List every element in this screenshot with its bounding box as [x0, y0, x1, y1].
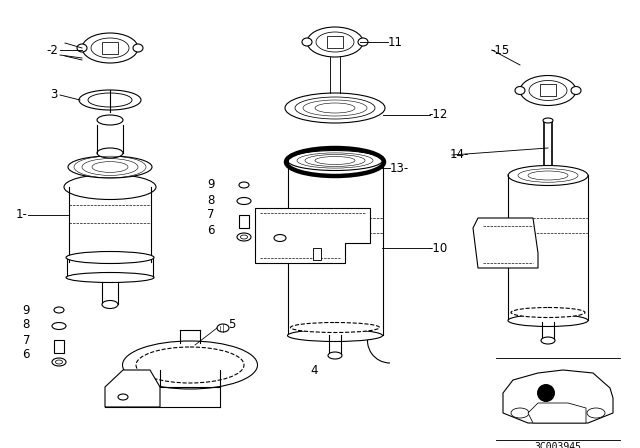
- Ellipse shape: [66, 251, 154, 263]
- Ellipse shape: [541, 337, 555, 344]
- Ellipse shape: [82, 33, 138, 63]
- Ellipse shape: [307, 27, 363, 57]
- Bar: [540, 85, 556, 96]
- Ellipse shape: [571, 86, 581, 95]
- Ellipse shape: [122, 341, 257, 389]
- Text: 6: 6: [22, 349, 30, 362]
- Ellipse shape: [91, 38, 129, 58]
- Ellipse shape: [287, 151, 383, 171]
- Ellipse shape: [66, 272, 154, 283]
- Ellipse shape: [291, 323, 380, 332]
- Text: 7: 7: [207, 208, 215, 221]
- Ellipse shape: [241, 235, 248, 239]
- Ellipse shape: [77, 44, 87, 52]
- Ellipse shape: [97, 115, 123, 125]
- Text: 1-: 1-: [16, 208, 28, 221]
- Ellipse shape: [118, 394, 128, 400]
- Bar: [239, 215, 249, 228]
- Ellipse shape: [237, 198, 251, 204]
- Bar: [102, 42, 118, 54]
- Ellipse shape: [64, 175, 156, 199]
- Ellipse shape: [515, 86, 525, 95]
- Ellipse shape: [52, 358, 66, 366]
- Text: -10: -10: [428, 241, 447, 254]
- Ellipse shape: [239, 182, 249, 188]
- Ellipse shape: [217, 324, 229, 332]
- Text: 11: 11: [388, 35, 403, 48]
- Ellipse shape: [328, 352, 342, 359]
- Bar: [327, 36, 343, 48]
- Text: 3: 3: [51, 89, 58, 102]
- Text: 6: 6: [207, 224, 215, 237]
- Ellipse shape: [68, 156, 152, 178]
- Text: 13-: 13-: [390, 161, 409, 175]
- Ellipse shape: [295, 97, 375, 119]
- Ellipse shape: [133, 44, 143, 52]
- Ellipse shape: [358, 38, 368, 46]
- Ellipse shape: [543, 118, 553, 123]
- Ellipse shape: [274, 234, 286, 241]
- Ellipse shape: [285, 93, 385, 123]
- Bar: [54, 340, 64, 353]
- Ellipse shape: [102, 301, 118, 309]
- Text: 3C003945: 3C003945: [534, 442, 582, 448]
- Polygon shape: [503, 370, 613, 423]
- Text: 9: 9: [207, 178, 215, 191]
- Text: 14-: 14-: [450, 148, 469, 161]
- Circle shape: [537, 384, 555, 402]
- Ellipse shape: [508, 314, 588, 327]
- Ellipse shape: [237, 233, 251, 241]
- Text: -12: -12: [428, 108, 447, 121]
- Ellipse shape: [511, 408, 529, 418]
- Ellipse shape: [508, 165, 588, 185]
- Text: 8: 8: [207, 194, 215, 207]
- Text: 5: 5: [228, 319, 236, 332]
- Text: -2: -2: [46, 43, 58, 56]
- Polygon shape: [255, 208, 370, 263]
- Ellipse shape: [136, 347, 244, 383]
- Text: 4: 4: [310, 363, 317, 376]
- Polygon shape: [105, 370, 160, 407]
- Ellipse shape: [54, 307, 64, 313]
- Ellipse shape: [56, 360, 63, 364]
- Ellipse shape: [79, 90, 141, 110]
- Text: 8: 8: [22, 319, 30, 332]
- Text: 7: 7: [22, 333, 30, 346]
- Ellipse shape: [316, 32, 354, 52]
- Text: -15: -15: [490, 43, 509, 56]
- Ellipse shape: [511, 307, 585, 318]
- Bar: [313, 248, 321, 260]
- Ellipse shape: [97, 148, 123, 158]
- Ellipse shape: [529, 81, 567, 100]
- Polygon shape: [473, 218, 538, 268]
- Ellipse shape: [287, 329, 383, 341]
- Ellipse shape: [52, 323, 66, 329]
- Ellipse shape: [302, 38, 312, 46]
- Ellipse shape: [88, 93, 132, 107]
- Polygon shape: [528, 403, 586, 423]
- Text: 9: 9: [22, 303, 30, 316]
- Ellipse shape: [587, 408, 605, 418]
- Ellipse shape: [520, 76, 576, 105]
